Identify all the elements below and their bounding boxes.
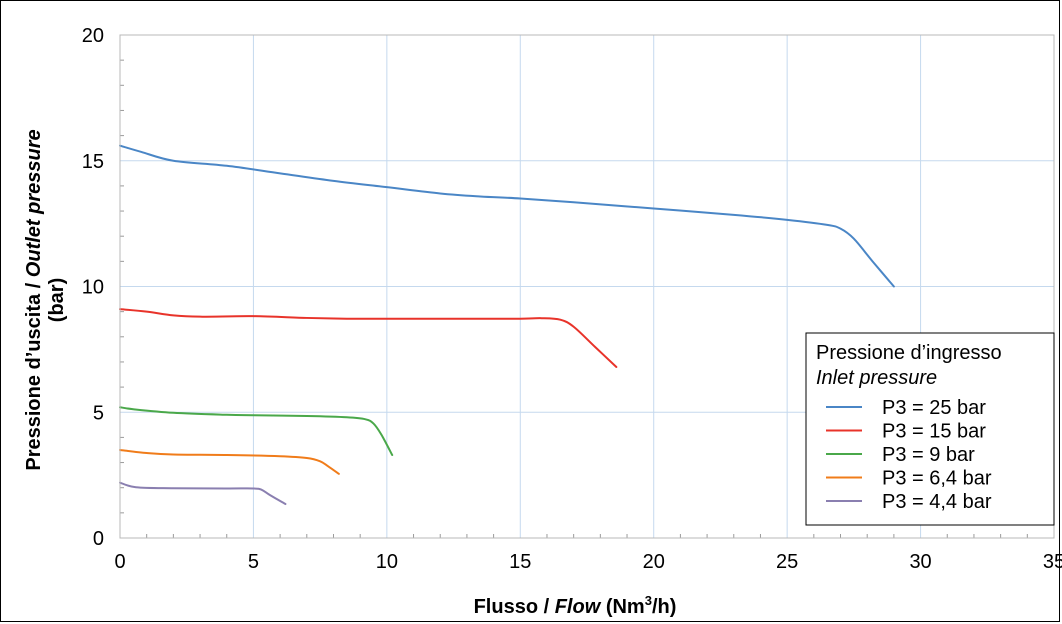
x-axis-title: Flusso / Flow (Nm3/h) xyxy=(474,593,677,618)
x-tick-label: 15 xyxy=(509,551,531,573)
series-lines xyxy=(119,144,895,506)
series-line-1 xyxy=(119,308,618,368)
x-tick-label: 10 xyxy=(376,551,398,573)
y-tick-label: 15 xyxy=(82,151,104,173)
x-tick-label: 0 xyxy=(114,551,125,573)
x-tick-label: 5 xyxy=(248,551,259,573)
y-tick-label: 10 xyxy=(82,277,104,299)
legend-label-2: P3 = 9 bar xyxy=(882,444,975,466)
x-tick-label: 30 xyxy=(909,551,931,573)
series-line-0 xyxy=(119,144,895,288)
y-axis-title: Pressione d’uscita / Outlet pressure xyxy=(23,129,45,470)
series-line-3 xyxy=(119,448,340,475)
y-tick-label: 20 xyxy=(82,25,104,47)
x-tick-label: 25 xyxy=(776,551,798,573)
legend-label-3: P3 = 6,4 bar xyxy=(882,468,992,490)
y-tick-label: 0 xyxy=(93,528,104,550)
legend-box xyxy=(805,332,1055,526)
minor-ticks xyxy=(120,59,1028,538)
legend-label-4: P3 = 4,4 bar xyxy=(882,491,992,513)
x-tick-label: 20 xyxy=(643,551,665,573)
legend: Pressione d’ingresso Inlet pressure P3 =… xyxy=(805,332,1055,526)
series-line-4 xyxy=(119,481,287,506)
legend-title: Pressione d’ingresso xyxy=(816,342,1002,364)
x-tick-label: 35 xyxy=(1043,551,1062,573)
y-tick-labels: 0 5 10 15 20 xyxy=(82,25,104,550)
series-line-2 xyxy=(119,406,394,457)
plot-border xyxy=(119,34,1055,539)
legend-subtitle: Inlet pressure xyxy=(816,367,937,389)
legend-label-1: P3 = 15 bar xyxy=(882,421,986,443)
y-tick-label: 5 xyxy=(93,402,104,424)
y-axis-unit: (bar) xyxy=(46,278,68,322)
x-tick-labels: 0 5 10 15 20 25 30 35 xyxy=(114,551,1062,573)
legend-label-0: P3 = 25 bar xyxy=(882,397,986,419)
